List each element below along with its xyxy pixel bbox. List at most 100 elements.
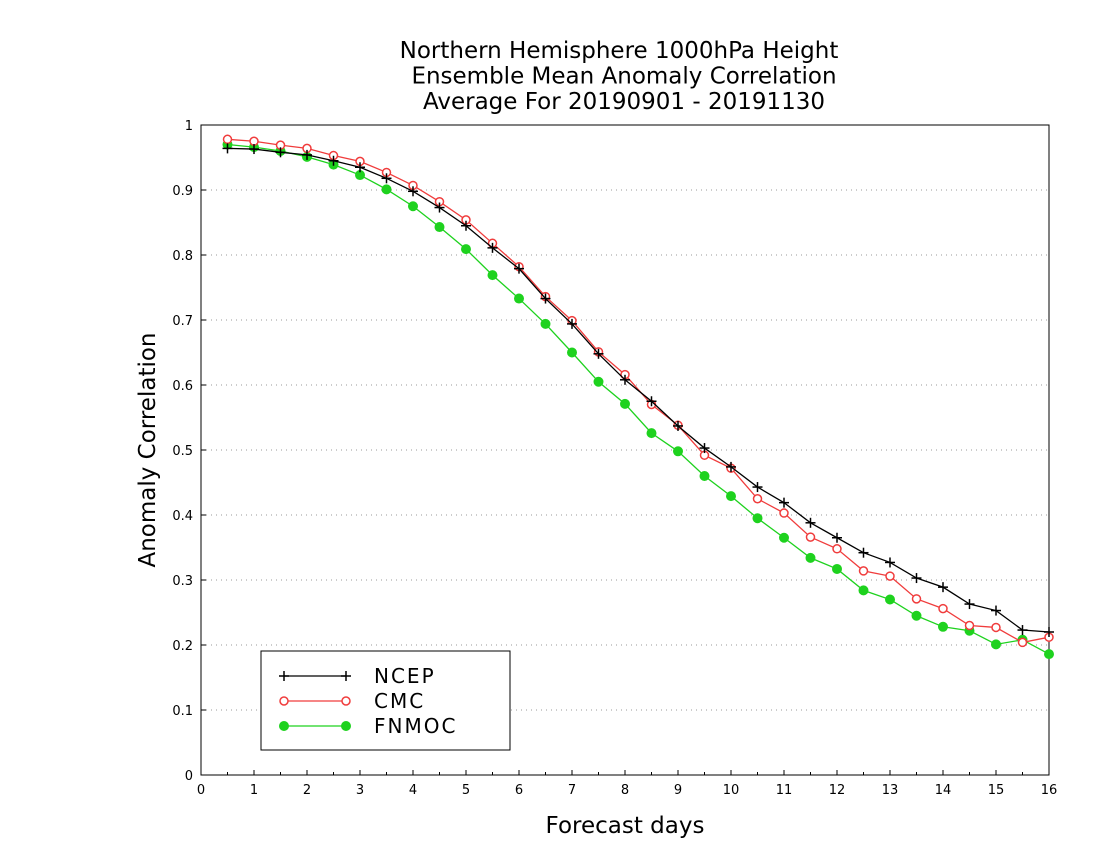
x-tick-label-10: 10 (723, 783, 740, 798)
point-ncep-4 (328, 155, 339, 166)
x-tick-label-16: 16 (1041, 783, 1058, 798)
y-tick-label-7: 0.7 (172, 314, 193, 329)
point-fnmoc-22 (805, 552, 816, 563)
legend-entry-cmc: CMC (279, 689, 425, 713)
legend-label-cmc: CMC (374, 689, 425, 713)
point-ncep-27 (938, 582, 948, 593)
point-fnmoc-19 (726, 491, 736, 502)
point-ncep-15 (620, 374, 630, 385)
point-fnmoc-17 (673, 446, 683, 457)
series-line-ncep (227, 147, 1050, 633)
legend-marker-end-ncep (341, 671, 351, 681)
point-ncep-23 (832, 532, 842, 543)
point-ncep-9 (461, 220, 471, 231)
point-ncep-22 (805, 517, 816, 528)
point-ncep-24 (858, 547, 869, 558)
x-tick-label-9: 9 (674, 783, 682, 798)
point-ncep-21 (779, 497, 789, 508)
point-cmc-0 (222, 134, 233, 145)
point-ncep-5 (355, 162, 365, 173)
y-tick-label-10: 1 (185, 119, 193, 134)
y-tick-label-6: 0.6 (172, 379, 193, 394)
point-ncep-16 (646, 396, 657, 407)
point-fnmoc-20 (752, 513, 763, 524)
point-fnmoc-29 (991, 639, 1001, 650)
point-cmc-29 (991, 622, 1001, 633)
x-tick-label-8: 8 (621, 783, 629, 798)
point-ncep-11 (514, 263, 524, 274)
point-ncep-6 (381, 173, 392, 184)
title-line-1: Northern Hemisphere 1000hPa Height (400, 38, 839, 64)
point-ncep-12 (540, 293, 551, 304)
point-cmc-30 (1017, 637, 1028, 648)
series-cmc (222, 134, 1054, 648)
legend-entry-ncep: NCEP (279, 664, 436, 688)
point-cmc-20 (752, 494, 763, 504)
legend-marker-start-fnmoc (279, 721, 289, 731)
data-series (222, 134, 1054, 660)
legend-marker-start-cmc (279, 696, 289, 706)
y-tick-label-2: 0.2 (172, 639, 193, 654)
point-fnmoc-25 (885, 594, 895, 605)
point-cmc-24 (858, 566, 869, 576)
point-cmc-26 (911, 594, 922, 604)
point-fnmoc-31 (1044, 649, 1054, 660)
point-fnmoc-13 (567, 347, 577, 358)
point-ncep-20 (752, 482, 763, 493)
point-ncep-8 (434, 202, 445, 213)
y-tick-label-3: 0.3 (172, 574, 193, 589)
x-tick-label-12: 12 (829, 783, 846, 798)
series-line-fnmoc (227, 143, 1050, 655)
x-tick-label-2: 2 (303, 783, 311, 798)
point-fnmoc-27 (938, 621, 948, 632)
point-ncep-18 (699, 443, 710, 454)
point-fnmoc-10 (487, 270, 498, 281)
point-fnmoc-6 (381, 184, 392, 195)
x-tick-label-4: 4 (409, 783, 417, 798)
legend-marker-end-cmc (341, 696, 351, 706)
y-tick-label-4: 0.4 (172, 509, 193, 524)
point-ncep-2 (275, 147, 286, 158)
gridlines (201, 124, 1049, 711)
legend-entry-fnmoc: FNMOC (279, 714, 455, 738)
point-cmc-21 (779, 508, 789, 518)
point-fnmoc-9 (461, 244, 471, 255)
point-ncep-13 (567, 318, 577, 329)
point-ncep-14 (593, 348, 604, 359)
point-fnmoc-26 (911, 610, 922, 621)
point-cmc-22 (805, 532, 816, 542)
y-axis-title: Anomaly Correlation (135, 332, 161, 567)
point-fnmoc-7 (408, 201, 418, 212)
x-tick-label-15: 15 (988, 783, 1005, 798)
legend-label-ncep: NCEP (374, 664, 436, 688)
point-cmc-25 (885, 571, 895, 581)
point-ncep-28 (964, 599, 975, 610)
point-fnmoc-23 (832, 563, 842, 574)
y-tick-label-0: 0 (185, 769, 193, 784)
point-ncep-0 (222, 143, 233, 154)
x-tick-label-11: 11 (776, 783, 793, 798)
x-tick-label-13: 13 (882, 783, 899, 798)
title-line-2: Ensemble Mean Anomaly Correlation (411, 64, 836, 90)
series-ncep (222, 143, 1054, 637)
y-tick-label-8: 0.8 (172, 249, 193, 264)
x-tick-label-6: 6 (515, 783, 523, 798)
point-ncep-31 (1044, 627, 1054, 637)
legend-marker-end-fnmoc (341, 721, 351, 731)
series-fnmoc (222, 139, 1054, 660)
x-tick-label-7: 7 (568, 783, 576, 798)
point-fnmoc-24 (858, 585, 869, 596)
chart-title: Northern Hemisphere 1000hPa HeightEnsemb… (400, 38, 839, 115)
legend-marker-start-ncep (279, 671, 289, 681)
x-tick-label-5: 5 (462, 783, 470, 798)
title-line-3: Average For 20190901 - 20191130 (423, 89, 825, 115)
y-tick-label-9: 0.9 (172, 184, 193, 199)
point-cmc-23 (832, 544, 842, 554)
point-ncep-10 (487, 242, 498, 253)
point-ncep-26 (911, 573, 922, 584)
point-cmc-28 (964, 620, 975, 631)
point-ncep-7 (408, 186, 418, 197)
x-tick-label-0: 0 (197, 783, 205, 798)
